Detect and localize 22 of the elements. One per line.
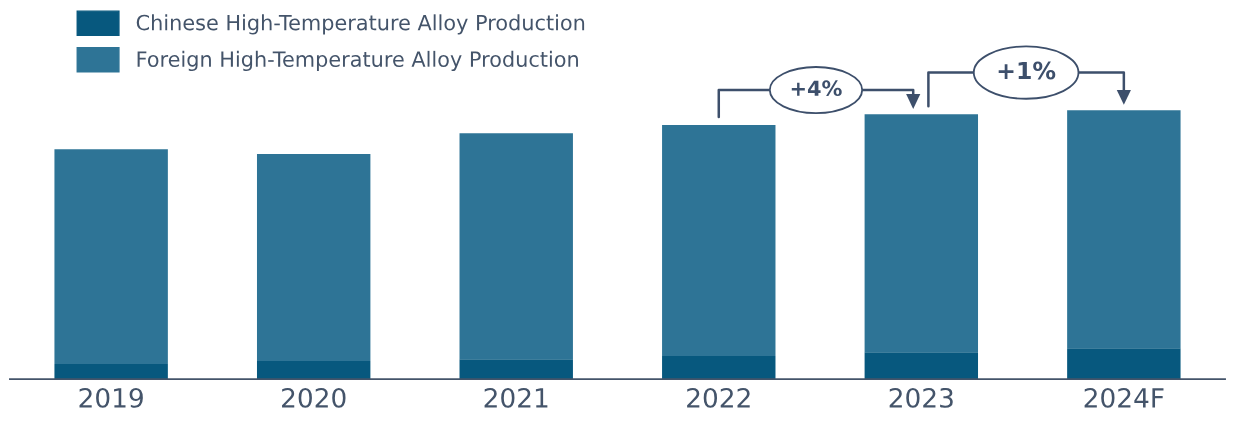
bar [662,125,776,356]
x-tick-label: 2021 [484,387,548,408]
bar [54,149,168,365]
bar [459,133,573,360]
bar [54,364,168,380]
bar [459,359,573,380]
x-tick-label: 2024F [1084,387,1164,408]
bar [256,154,371,362]
bar [1067,110,1181,349]
bar [256,361,371,380]
x-tick-label: 2023 [889,387,953,408]
bar [662,355,776,380]
bar [1067,348,1181,380]
legend-label: Chinese High-Temperature Alloy Production [136,14,585,35]
x-tick-label: 2022 [687,387,750,408]
legend-label: Foreign High-Temperature Alloy Production [137,50,578,72]
text: +4% [791,80,842,97]
bar [864,352,979,380]
bar [864,114,979,353]
x-tick-label: 2019 [79,387,143,408]
x-tick-label: 2020 [282,387,346,408]
text: +1% [998,61,1056,80]
